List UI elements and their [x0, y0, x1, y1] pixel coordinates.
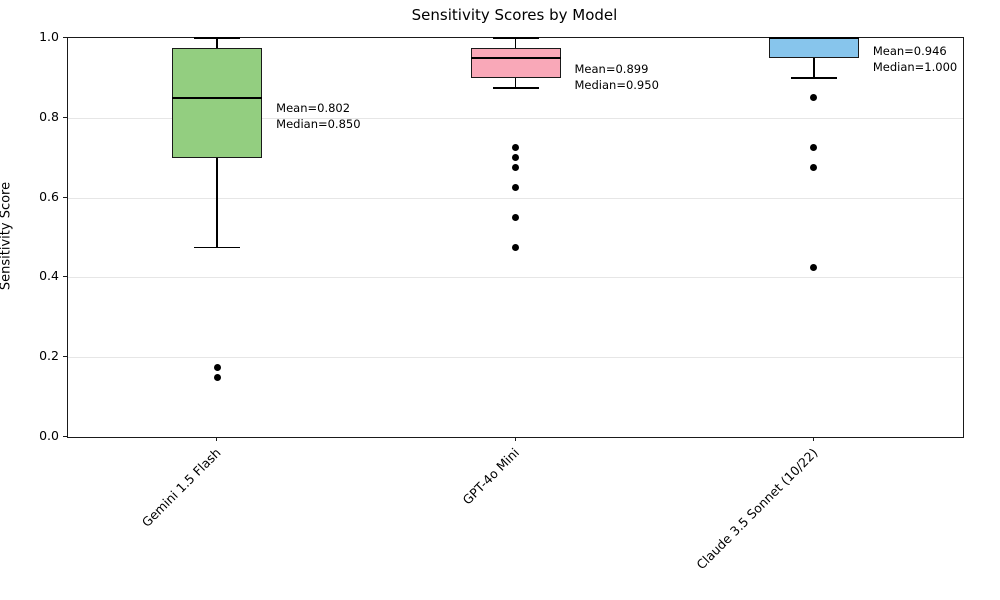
- whisker-cap-low: [790, 77, 837, 79]
- whisker-upper-line: [216, 38, 218, 48]
- outlier-point: [810, 94, 818, 102]
- stats-annotation-line: Mean=0.899: [574, 62, 649, 77]
- stats-annotation-line: Mean=0.946: [872, 43, 947, 58]
- x-tick-label-text: GPT-4o Mini: [459, 445, 523, 508]
- y-axis-label-text: Sensitivity Score: [0, 181, 14, 291]
- y-tick-label: 0.6: [39, 188, 59, 204]
- outlier-point: [810, 263, 818, 271]
- gridline: [68, 197, 963, 199]
- whisker-cap-high: [194, 37, 241, 39]
- gridline: [68, 357, 963, 359]
- outlier-point: [512, 184, 519, 192]
- box-rect: [768, 38, 859, 58]
- median-line: [768, 37, 859, 39]
- median-line: [470, 56, 561, 59]
- x-tick-label-text: Gemini 1.5 Flash: [138, 445, 224, 530]
- plot-area: [67, 37, 964, 438]
- whisker-lower-line: [216, 157, 218, 248]
- x-tick-mark: [812, 437, 814, 441]
- y-tick-mark: [63, 37, 67, 38]
- outlier-point: [810, 164, 818, 172]
- y-tick-label: 0.4: [39, 268, 59, 284]
- gridline: [68, 117, 963, 119]
- x-tick-mark: [514, 437, 516, 441]
- box-rect: [172, 47, 263, 158]
- stats-annotation-line: Median=1.000: [872, 59, 958, 74]
- outlier-point: [810, 144, 818, 152]
- y-tick-mark: [63, 356, 67, 358]
- y-tick-label: 0.8: [39, 108, 59, 124]
- stats-annotation: Mean=0.802 Median=0.850: [276, 100, 360, 132]
- y-tick-label: 0.0: [39, 428, 59, 443]
- whisker-cap-low: [492, 87, 539, 89]
- outlier-point: [512, 214, 519, 222]
- y-tick-mark: [63, 436, 67, 437]
- outlier-point: [512, 144, 519, 152]
- outlier-point: [512, 243, 519, 251]
- median-line: [172, 96, 263, 99]
- y-tick-mark: [63, 276, 67, 278]
- whisker-upper-line: [514, 38, 517, 48]
- gridline: [68, 277, 963, 279]
- whisker-cap-low: [194, 246, 241, 249]
- outlier-point: [213, 373, 221, 381]
- outlier-point: [213, 363, 221, 371]
- stats-annotation: Mean=0.899 Median=0.950: [575, 61, 659, 93]
- y-tick-label: 1.0: [39, 29, 59, 44]
- outlier-point: [512, 154, 519, 162]
- x-tick-mark: [216, 437, 218, 441]
- whisker-lower-line: [514, 77, 517, 88]
- y-tick-label: 0.2: [39, 348, 59, 364]
- stats-annotation: Mean=0.946 Median=1.000: [873, 43, 957, 75]
- stats-annotation-line: Mean=0.802: [276, 101, 351, 115]
- outlier-point: [512, 164, 519, 172]
- x-tick-label-text: Claude 3.5 Sonnet (10/22): [693, 445, 821, 573]
- box-rect: [470, 47, 561, 78]
- y-tick-mark: [63, 116, 67, 118]
- stats-annotation-line: Median=0.850: [276, 117, 361, 131]
- whisker-lower-line: [813, 57, 815, 78]
- chart-title: Sensitivity Scores by Model: [411, 6, 618, 24]
- whisker-cap-high: [492, 37, 539, 39]
- stats-annotation-line: Median=0.950: [574, 78, 659, 93]
- y-tick-mark: [63, 196, 67, 198]
